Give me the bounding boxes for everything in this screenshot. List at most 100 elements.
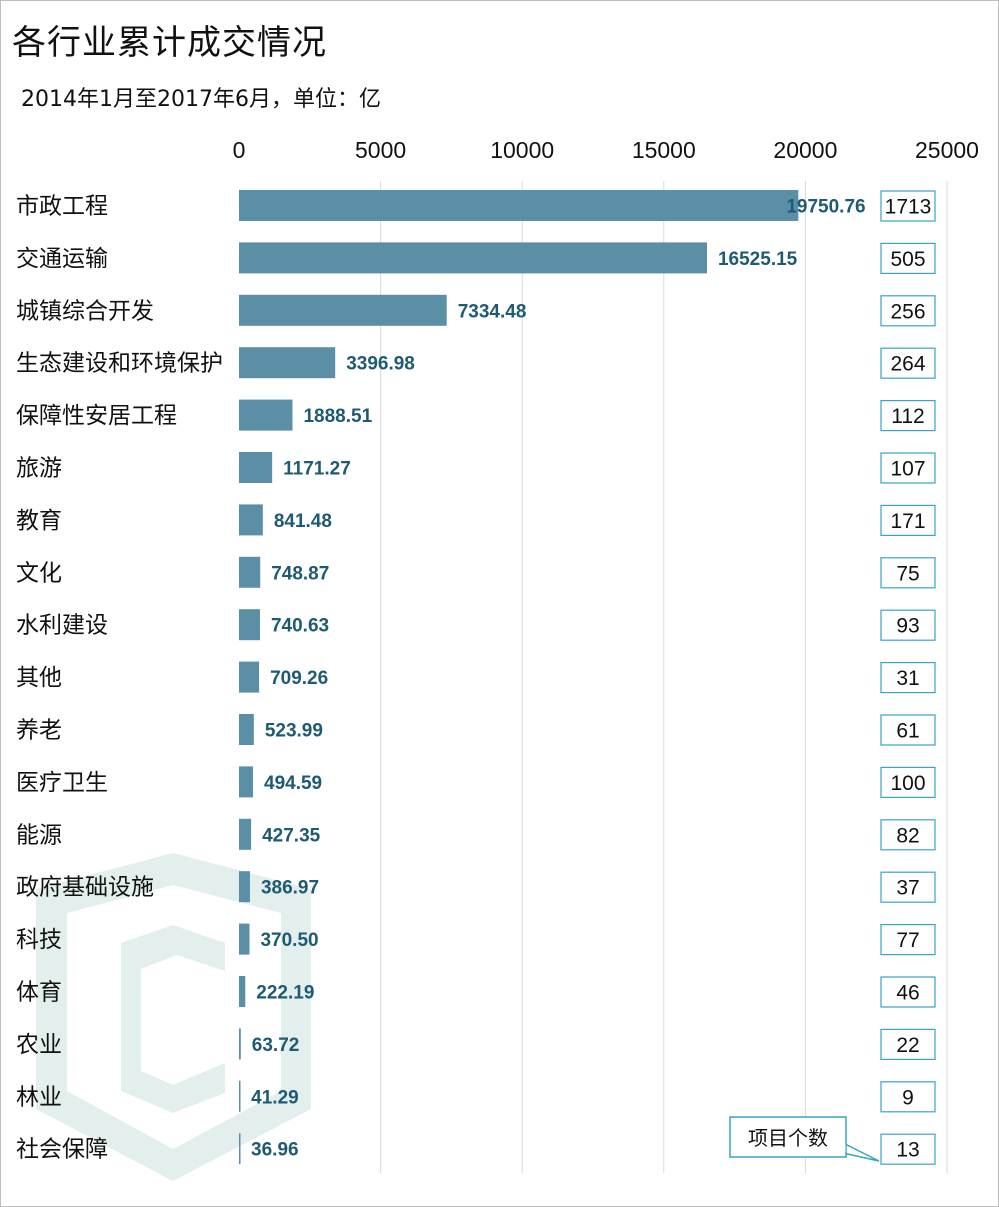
- chart-subtitle: 2014年1月至2017年6月，单位：亿: [21, 87, 381, 112]
- data-label: 709.26: [270, 668, 328, 689]
- category-label: 能源: [16, 822, 62, 848]
- project-count: 112: [891, 405, 924, 428]
- project-count: 9: [902, 1086, 914, 1109]
- bar: [239, 504, 263, 536]
- callout-pointer: [842, 1141, 880, 1162]
- project-count-box: [880, 400, 936, 432]
- category-label: 林业: [16, 1084, 62, 1110]
- bar: [239, 1028, 241, 1060]
- bar: [239, 347, 336, 379]
- category-label: 农业: [16, 1032, 62, 1058]
- project-count-box: [880, 242, 936, 274]
- category-label: 水利建设: [16, 613, 108, 639]
- category-label: 旅游: [16, 456, 62, 482]
- project-count-box: [880, 504, 936, 536]
- x-axis-ticks: 0 5000 10000 15000 20000 25000: [233, 137, 979, 163]
- data-label: 748.87: [271, 563, 329, 584]
- data-label: 841.48: [274, 511, 332, 532]
- data-label: 523.99: [265, 721, 323, 742]
- bar: [239, 871, 250, 903]
- category-label: 城镇综合开发: [16, 298, 154, 324]
- data-label: 1888.51: [303, 406, 372, 427]
- x-tick-label: 20000: [773, 137, 837, 163]
- project-count: 75: [896, 562, 919, 585]
- data-label: 63.72: [252, 1035, 300, 1056]
- bar: [239, 661, 260, 693]
- data-label: 3396.98: [346, 354, 415, 375]
- data-label: 740.63: [271, 616, 329, 637]
- project-count: 82: [896, 824, 919, 847]
- x-tick-label: 25000: [915, 137, 979, 163]
- bar: [239, 242, 707, 274]
- project-count: 264: [890, 353, 925, 376]
- project-count-box: [880, 190, 936, 222]
- project-count: 61: [896, 720, 919, 743]
- callout-label: 项目个数: [748, 1126, 828, 1150]
- bar: [239, 609, 260, 641]
- project-count-box: [880, 1133, 936, 1165]
- project-count: 1713: [885, 196, 932, 219]
- callout-box: [729, 1116, 847, 1158]
- bar: [239, 818, 252, 850]
- data-label: 19750.76: [786, 197, 865, 218]
- project-count: 22: [896, 1034, 919, 1057]
- category-label: 科技: [16, 927, 62, 953]
- project-count-box: [880, 557, 936, 589]
- category-label: 市政工程: [16, 194, 108, 220]
- data-label: 41.29: [251, 1087, 299, 1108]
- project-count-box: [880, 661, 936, 694]
- project-count-box: [880, 714, 936, 746]
- bars: [239, 190, 799, 1165]
- project-count: 46: [896, 982, 919, 1005]
- project-count: 256: [890, 300, 925, 323]
- project-count: 171: [890, 510, 925, 533]
- project-count: 77: [896, 929, 919, 952]
- project-count: 31: [896, 667, 919, 690]
- category-label: 教育: [16, 508, 62, 534]
- category-label: 其他: [16, 665, 62, 691]
- bar: [239, 714, 254, 745]
- category-label: 文化: [16, 560, 62, 586]
- bar: [239, 556, 261, 588]
- data-label: 386.97: [261, 878, 319, 899]
- data-label: 7334.48: [458, 301, 527, 322]
- project-count: 37: [896, 877, 919, 900]
- project-count-box: [880, 871, 936, 903]
- category-label: 体育: [16, 980, 62, 1006]
- chart-title: 各行业累计成交情况: [12, 23, 327, 63]
- bar: [239, 1080, 241, 1112]
- gridlines: [380, 181, 948, 1173]
- project-count-box: [880, 295, 936, 327]
- bar: [239, 766, 254, 798]
- category-label: 医疗卫生: [16, 770, 108, 796]
- category-labels: 市政工程交通运输城镇综合开发生态建设和环境保护保障性安居工程旅游教育文化水利建设…: [16, 194, 223, 1163]
- data-label: 1171.27: [283, 459, 351, 480]
- project-count-box: [880, 1028, 936, 1061]
- x-tick-label: 15000: [632, 137, 696, 163]
- project-count: 107: [890, 458, 925, 481]
- bar: [239, 923, 250, 955]
- category-label: 养老: [16, 718, 62, 744]
- category-label: 生态建设和环境保护: [16, 351, 223, 377]
- bar: [239, 190, 799, 221]
- project-count-box: [880, 1081, 936, 1113]
- bar: [239, 976, 246, 1007]
- category-label: 交通运输: [16, 246, 108, 272]
- category-label: 政府基础设施: [16, 875, 154, 901]
- bar: [239, 452, 273, 483]
- project-count: 93: [896, 615, 919, 638]
- data-label: 370.50: [260, 930, 318, 951]
- project-count-box: [880, 976, 936, 1008]
- bar: [239, 1133, 241, 1165]
- project-count-box: [880, 452, 936, 484]
- project-count: 505: [890, 248, 925, 271]
- data-label: 427.35: [262, 825, 321, 846]
- x-tick-label: 0: [233, 137, 246, 163]
- x-tick-label: 10000: [490, 137, 554, 163]
- data-labels: 19750.76 16525.15 7334.48 3396.98 1888.51 117…: [251, 197, 866, 1161]
- data-label: 36.96: [251, 1140, 299, 1161]
- project-count-box: [880, 766, 936, 799]
